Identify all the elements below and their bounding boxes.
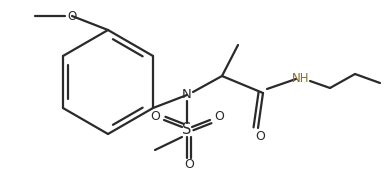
Text: O: O (150, 111, 160, 124)
Text: O: O (255, 130, 265, 143)
Text: NH: NH (292, 71, 310, 84)
Text: S: S (182, 122, 192, 138)
Text: O: O (68, 10, 77, 22)
Text: N: N (182, 89, 192, 102)
Text: O: O (214, 111, 224, 124)
Text: O: O (184, 158, 194, 171)
